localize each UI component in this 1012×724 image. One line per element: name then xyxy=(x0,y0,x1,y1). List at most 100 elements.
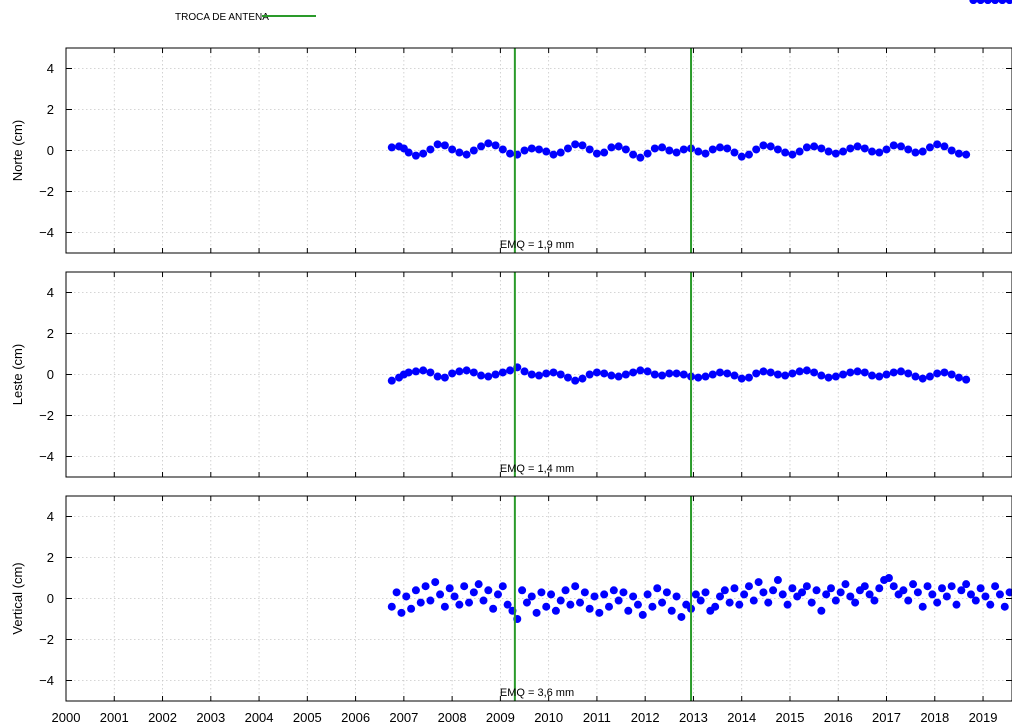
data-point xyxy=(643,367,652,376)
y-tick-label: −2 xyxy=(39,184,54,199)
data-point xyxy=(614,596,623,605)
data-point xyxy=(440,602,449,611)
data-point xyxy=(650,144,659,153)
data-point xyxy=(817,144,826,153)
panel-0: 4 2 0 −2 −4 EMQ = 1,9 mm Norte (cm) xyxy=(10,0,1012,254)
panel-1: 4 2 0 −2 −4 EMQ = 1,4 mm Leste (cm) xyxy=(10,0,1012,478)
data-point xyxy=(788,369,797,378)
data-point xyxy=(938,584,947,593)
data-point xyxy=(407,604,416,613)
chart-panels: 4 2 0 −2 −4 EMQ = 1,9 mm Norte (cm) 4 2 0 −2 −4 EMQ … xyxy=(10,0,1012,702)
data-point xyxy=(450,592,459,601)
data-point xyxy=(759,367,768,376)
data-point xyxy=(411,151,420,160)
data-point xyxy=(532,608,541,617)
data-point xyxy=(679,370,688,379)
data-point xyxy=(653,584,662,593)
data-point xyxy=(827,584,836,593)
legend: TROCA DE ANTENA xyxy=(175,12,316,23)
data-point xyxy=(737,152,746,161)
data-point xyxy=(781,371,790,380)
data-point xyxy=(477,371,486,380)
series-points xyxy=(387,0,1012,385)
data-point xyxy=(831,372,840,381)
data-point xyxy=(571,376,580,385)
data-point xyxy=(889,368,898,377)
data-point xyxy=(484,586,493,595)
data-point xyxy=(740,590,749,599)
data-point xyxy=(665,369,674,378)
x-tick-label-2008: 2008 xyxy=(438,710,467,724)
data-point xyxy=(650,370,659,379)
y-tick-label: −4 xyxy=(39,673,54,688)
data-point xyxy=(911,372,920,381)
data-point xyxy=(621,370,630,379)
y-tick-label: 2 xyxy=(47,102,54,117)
data-point xyxy=(484,372,493,381)
data-point xyxy=(537,588,546,597)
data-point xyxy=(802,366,811,375)
data-point xyxy=(933,369,942,378)
y-tick-label: 2 xyxy=(47,326,54,341)
rms-label: EMQ = 3,6 mm xyxy=(500,687,574,699)
x-tick-label-2018: 2018 xyxy=(920,710,949,724)
x-tick-label-2010: 2010 xyxy=(534,710,563,724)
panel-2: 4 2 0 −2 −4 EMQ = 3,6 mm Vertical (cm) xyxy=(10,495,1012,702)
data-point xyxy=(940,368,949,377)
data-point xyxy=(824,147,833,156)
data-point xyxy=(773,370,782,379)
data-point xyxy=(648,602,657,611)
data-point xyxy=(947,582,956,591)
data-point xyxy=(556,370,565,379)
x-tick-label-2014: 2014 xyxy=(727,710,756,724)
data-point xyxy=(839,147,848,156)
data-point xyxy=(636,366,645,375)
data-point xyxy=(769,586,778,595)
data-point xyxy=(691,590,700,599)
data-point xyxy=(788,584,797,593)
data-point xyxy=(609,586,618,595)
data-point xyxy=(578,374,587,383)
data-point xyxy=(759,141,768,150)
data-point xyxy=(942,592,951,601)
data-point xyxy=(773,576,782,585)
data-point xyxy=(947,370,956,379)
x-tick-label-2019: 2019 xyxy=(969,710,998,724)
data-point xyxy=(600,148,609,157)
data-point xyxy=(928,590,937,599)
data-point xyxy=(549,150,558,159)
data-point xyxy=(860,582,869,591)
data-point xyxy=(493,590,502,599)
data-point xyxy=(976,584,985,593)
data-point xyxy=(925,143,934,152)
data-point xyxy=(600,590,609,599)
data-point xyxy=(638,610,647,619)
panel-frame xyxy=(65,47,1012,254)
data-point xyxy=(621,145,630,154)
data-point xyxy=(933,140,942,149)
x-tick-label-2011: 2011 xyxy=(583,710,611,724)
data-point xyxy=(981,592,990,601)
data-point xyxy=(576,598,585,607)
data-point xyxy=(995,590,1004,599)
data-point xyxy=(619,588,628,597)
data-point xyxy=(735,600,744,609)
data-point xyxy=(884,574,893,582)
data-point xyxy=(744,582,753,591)
series-points xyxy=(387,0,1012,162)
data-point xyxy=(426,596,435,605)
data-point xyxy=(440,141,449,150)
data-point xyxy=(889,141,898,150)
data-point xyxy=(520,367,529,376)
data-point xyxy=(846,368,855,377)
data-point xyxy=(580,588,589,597)
y-tick-label: 4 xyxy=(47,285,54,300)
data-point xyxy=(764,598,773,607)
data-point xyxy=(802,143,811,152)
data-point xyxy=(752,369,761,378)
data-point xyxy=(551,606,560,615)
data-point xyxy=(592,149,601,158)
data-point xyxy=(918,602,927,611)
data-point xyxy=(882,370,891,379)
